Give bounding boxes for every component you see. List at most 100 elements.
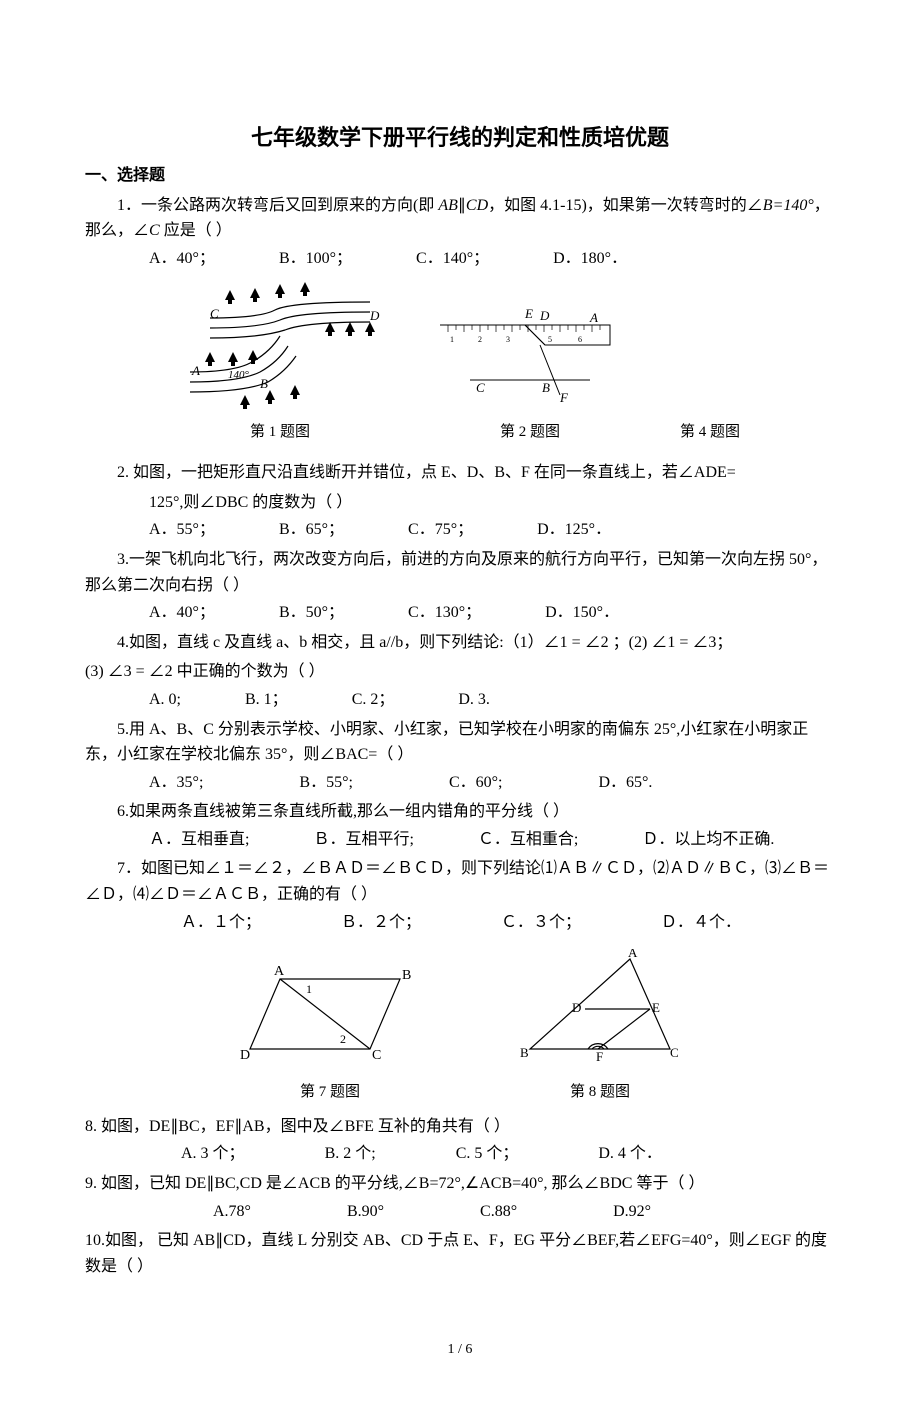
svg-text:1: 1 [450, 335, 454, 344]
q2-optB: B．65°； [247, 517, 344, 543]
svg-text:5: 5 [548, 335, 552, 344]
svg-text:D: D [240, 1048, 250, 1063]
q3-optA: A．40°； [117, 600, 215, 626]
figure-1: A B C D 140° 第 1 题图 [180, 280, 380, 445]
q4-line2: (3) ∠3 = ∠2 中正确的个数为（ ） [85, 663, 325, 680]
q2-line2: 125°,则∠DBC 的度数为（ ） [149, 494, 352, 511]
question-1: 1．一条公路两次转弯后又回到原来的方向(即 AB∥CD，如图 4.1-15)，如… [85, 193, 835, 244]
q1-c: C [149, 222, 160, 239]
q5-optA: A．35°; [117, 770, 203, 796]
question-4-line2: (3) ∠3 = ∠2 中正确的个数为（ ） [85, 659, 835, 685]
q1-par: ∥ [458, 197, 466, 214]
q8-optC: C. 5 个； [408, 1141, 519, 1167]
q1-text-i: 应是（ ） [160, 222, 232, 239]
svg-text:C: C [670, 1045, 679, 1060]
question-5: 5.用 A、B、C 分别表示学校、小明家、小红家，已知学校在小明家的南偏东 25… [85, 717, 835, 768]
svg-text:2: 2 [478, 335, 482, 344]
svg-text:F: F [559, 390, 569, 405]
figure-2-caption: 第 2 题图 [420, 420, 640, 444]
svg-text:C: C [372, 1048, 381, 1063]
q9-optC: C.88° [416, 1199, 517, 1225]
q4-options: A. 0; B. 1； C. 2； D. 3. [85, 687, 835, 713]
svg-text:A: A [274, 964, 285, 979]
q1-b140: B=140° [763, 197, 814, 214]
q6-optA: Ａ．互相垂直; [117, 827, 249, 853]
q1-ab: AB [438, 197, 458, 214]
svg-text:3: 3 [506, 335, 510, 344]
q1-optD: D．180°． [521, 246, 627, 272]
svg-text:D: D [539, 308, 550, 323]
question-10: 10.如图， 已知 AB∥CD，直线 L 分别交 AB、CD 于点 E、F，EG… [85, 1228, 835, 1279]
question-4: 4.如图，直线 c 及直线 a、b 相交，且 a//b，则下列结论:（1）∠1 … [85, 630, 835, 656]
q9-optB: B.90° [283, 1199, 384, 1225]
figure-7-caption: 第 7 题图 [230, 1080, 430, 1104]
figure-row-1: A B C D 140° 第 1 题图 E D A C B [85, 280, 835, 445]
q1-text-a: 1．一条公路两次转弯后又回到原来的方向(即 [117, 197, 438, 214]
figure-row-2: A B C D 1 2 第 7 题图 A B C D E F 第 8 题图 [85, 949, 835, 1104]
q7-optC: Ｃ．３个； [453, 910, 581, 936]
q4-optD: D. 3. [426, 687, 490, 713]
q4-optA: A. 0; [117, 687, 181, 713]
q8-optA: A. 3 个； [133, 1141, 245, 1167]
figure-2: E D A C B F 12356 第 2 题图 [420, 300, 640, 445]
q3-line1: 3.一架飞机向北飞行，两次改变方向后，前进的方向及原来的航行方向平行，已知第一次… [85, 551, 827, 594]
q3-optC: C．130°； [376, 600, 481, 626]
q9-line1: 9. 如图，已知 DE∥BC,CD 是∠ACB 的平分线,∠B=72°,∠ACB… [85, 1175, 704, 1192]
svg-text:B: B [542, 380, 550, 395]
q6-line1: 6.如果两条直线被第三条直线所截,那么一组内错角的平分线（ ） [117, 803, 569, 820]
section-header-1: 一、选择题 [85, 163, 835, 189]
question-7: 7．如图已知∠１＝∠２，∠ＢＡＤ＝∠ＢＣＤ，则下列结论⑴ＡＢ∥ＣＤ，⑵ＡＤ∥ＢＣ… [85, 856, 835, 907]
q1-text-e: ，如图 4.1-15)，如果第一次转弯时的∠ [488, 197, 763, 214]
q7-optA: Ａ．１个； [133, 910, 261, 936]
figure-8: A B C D E F 第 8 题图 [510, 949, 690, 1104]
q8-optB: B. 2 个; [277, 1141, 376, 1167]
q2-line1: 2. 如图，一把矩形直尺沿直线断开并错位，点 E、D、B、F 在同一条直线上，若… [117, 464, 736, 481]
q1-cd: CD [466, 197, 488, 214]
figure-7: A B C D 1 2 第 7 题图 [230, 959, 430, 1104]
svg-text:C: C [476, 380, 485, 395]
q7-line1: 7．如图已知∠１＝∠２，∠ＢＡＤ＝∠ＢＣＤ，则下列结论⑴ＡＢ∥ＣＤ，⑵ＡＤ∥ＢＣ… [85, 860, 829, 903]
q7-optD: Ｄ．４个． [613, 910, 741, 936]
q4-optB: B. 1； [213, 687, 288, 713]
q6-options: Ａ．互相垂直; Ｂ．互相平行; Ｃ．互相重合; Ｄ．以上均不正确. [85, 827, 835, 853]
q10-line1: 10.如图， 已知 AB∥CD，直线 L 分别交 AB、CD 于点 E、F，EG… [85, 1232, 827, 1275]
svg-text:F: F [596, 1049, 603, 1064]
question-6: 6.如果两条直线被第三条直线所截,那么一组内错角的平分线（ ） [85, 799, 835, 825]
svg-text:B: B [520, 1045, 529, 1060]
svg-text:6: 6 [578, 335, 582, 344]
q1-optB: B．100°； [247, 246, 352, 272]
q3-options: A．40°； B．50°； C．130°； D．150°． [85, 600, 835, 626]
question-3: 3.一架飞机向北飞行，两次改变方向后，前进的方向及原来的航行方向平行，已知第一次… [85, 547, 835, 598]
q9-optA: A.78° [149, 1199, 251, 1225]
svg-text:A: A [191, 363, 200, 378]
page-footer: 1 / 6 [85, 1339, 835, 1361]
figure-1-caption: 第 1 题图 [180, 420, 380, 444]
q8-options: A. 3 个； B. 2 个; C. 5 个； D. 4 个． [85, 1141, 835, 1167]
q1-optC: C．140°； [384, 246, 489, 272]
q8-optD: D. 4 个． [550, 1141, 662, 1167]
q5-optD: D．65°. [566, 770, 652, 796]
q3-optB: B．50°； [247, 600, 344, 626]
svg-text:D: D [572, 1000, 581, 1015]
q1-options: A．40°； B．100°； C．140°； D．180°． [85, 246, 835, 272]
question-8: 8. 如图，DE∥BC，EF∥AB，图中及∠BFE 互补的角共有（ ） [85, 1114, 835, 1140]
svg-text:140°: 140° [228, 369, 250, 381]
q6-optC: Ｃ．互相重合; [446, 827, 578, 853]
q2-optD: D．125°． [505, 517, 611, 543]
svg-text:1: 1 [306, 982, 312, 996]
q4-optC: C. 2； [320, 687, 395, 713]
q2-optA: A．55°； [117, 517, 215, 543]
q4-line1: 4.如图，直线 c 及直线 a、b 相交，且 a//b，则下列结论:（1）∠1 … [117, 634, 732, 651]
svg-text:E: E [524, 306, 533, 321]
svg-text:E: E [652, 1000, 660, 1015]
q5-line1: 5.用 A、B、C 分别表示学校、小明家、小红家，已知学校在小明家的南偏东 25… [85, 721, 808, 764]
svg-text:B: B [260, 376, 268, 391]
q1-optA: A．40°； [117, 246, 215, 272]
figure-4-caption: 第 4 题图 [680, 420, 740, 444]
q2-options: A．55°； B．65°； C．75°； D．125°． [85, 517, 835, 543]
q6-optB: Ｂ．互相平行; [281, 827, 413, 853]
svg-text:B: B [402, 968, 411, 983]
svg-text:C: C [210, 306, 219, 321]
question-2-line2: 125°,则∠DBC 的度数为（ ） [85, 490, 835, 516]
q9-optD: D.92° [549, 1199, 651, 1225]
